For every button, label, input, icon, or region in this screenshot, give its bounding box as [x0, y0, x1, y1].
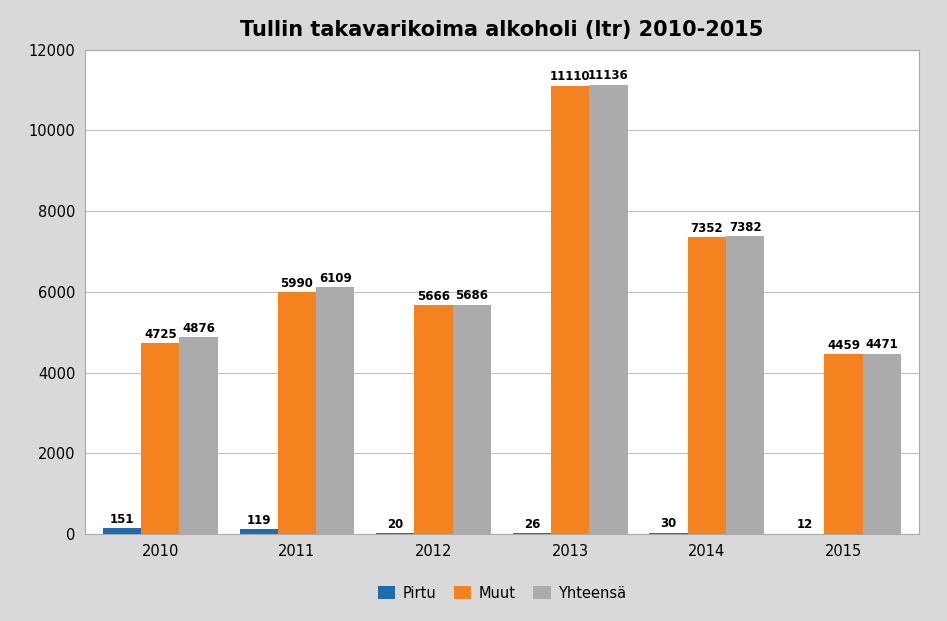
- Text: 20: 20: [387, 518, 403, 531]
- Text: 4876: 4876: [182, 322, 215, 335]
- Bar: [453, 304, 491, 534]
- Bar: [103, 528, 141, 534]
- Bar: [513, 533, 551, 534]
- Text: 119: 119: [246, 514, 271, 527]
- Bar: [180, 337, 218, 534]
- Bar: [688, 237, 726, 534]
- Bar: [650, 533, 688, 534]
- Text: 11136: 11136: [588, 69, 629, 82]
- Text: 5686: 5686: [456, 289, 489, 302]
- Bar: [726, 236, 764, 534]
- Text: 30: 30: [660, 517, 677, 530]
- Text: 151: 151: [110, 512, 134, 525]
- Text: 7382: 7382: [729, 220, 761, 233]
- Bar: [376, 533, 415, 534]
- Text: 11110: 11110: [550, 70, 591, 83]
- Text: 6109: 6109: [319, 272, 351, 285]
- Bar: [863, 353, 901, 534]
- Text: 5666: 5666: [417, 290, 450, 303]
- Text: 4471: 4471: [866, 338, 898, 351]
- Text: 7352: 7352: [690, 222, 724, 235]
- Bar: [415, 306, 453, 534]
- Bar: [589, 84, 628, 534]
- Bar: [316, 288, 354, 534]
- Text: 4725: 4725: [144, 328, 177, 341]
- Text: 26: 26: [524, 517, 540, 530]
- Bar: [277, 292, 316, 534]
- Legend: Pirtu, Muut, Yhteensä: Pirtu, Muut, Yhteensä: [372, 580, 632, 607]
- Bar: [141, 343, 180, 534]
- Title: Tullin takavarikoima alkoholi (ltr) 2010-2015: Tullin takavarikoima alkoholi (ltr) 2010…: [241, 20, 763, 40]
- Text: 12: 12: [797, 518, 813, 531]
- Text: 5990: 5990: [280, 277, 313, 290]
- Text: 4459: 4459: [827, 338, 860, 351]
- Bar: [240, 529, 277, 534]
- Bar: [551, 86, 589, 534]
- Bar: [824, 354, 863, 534]
